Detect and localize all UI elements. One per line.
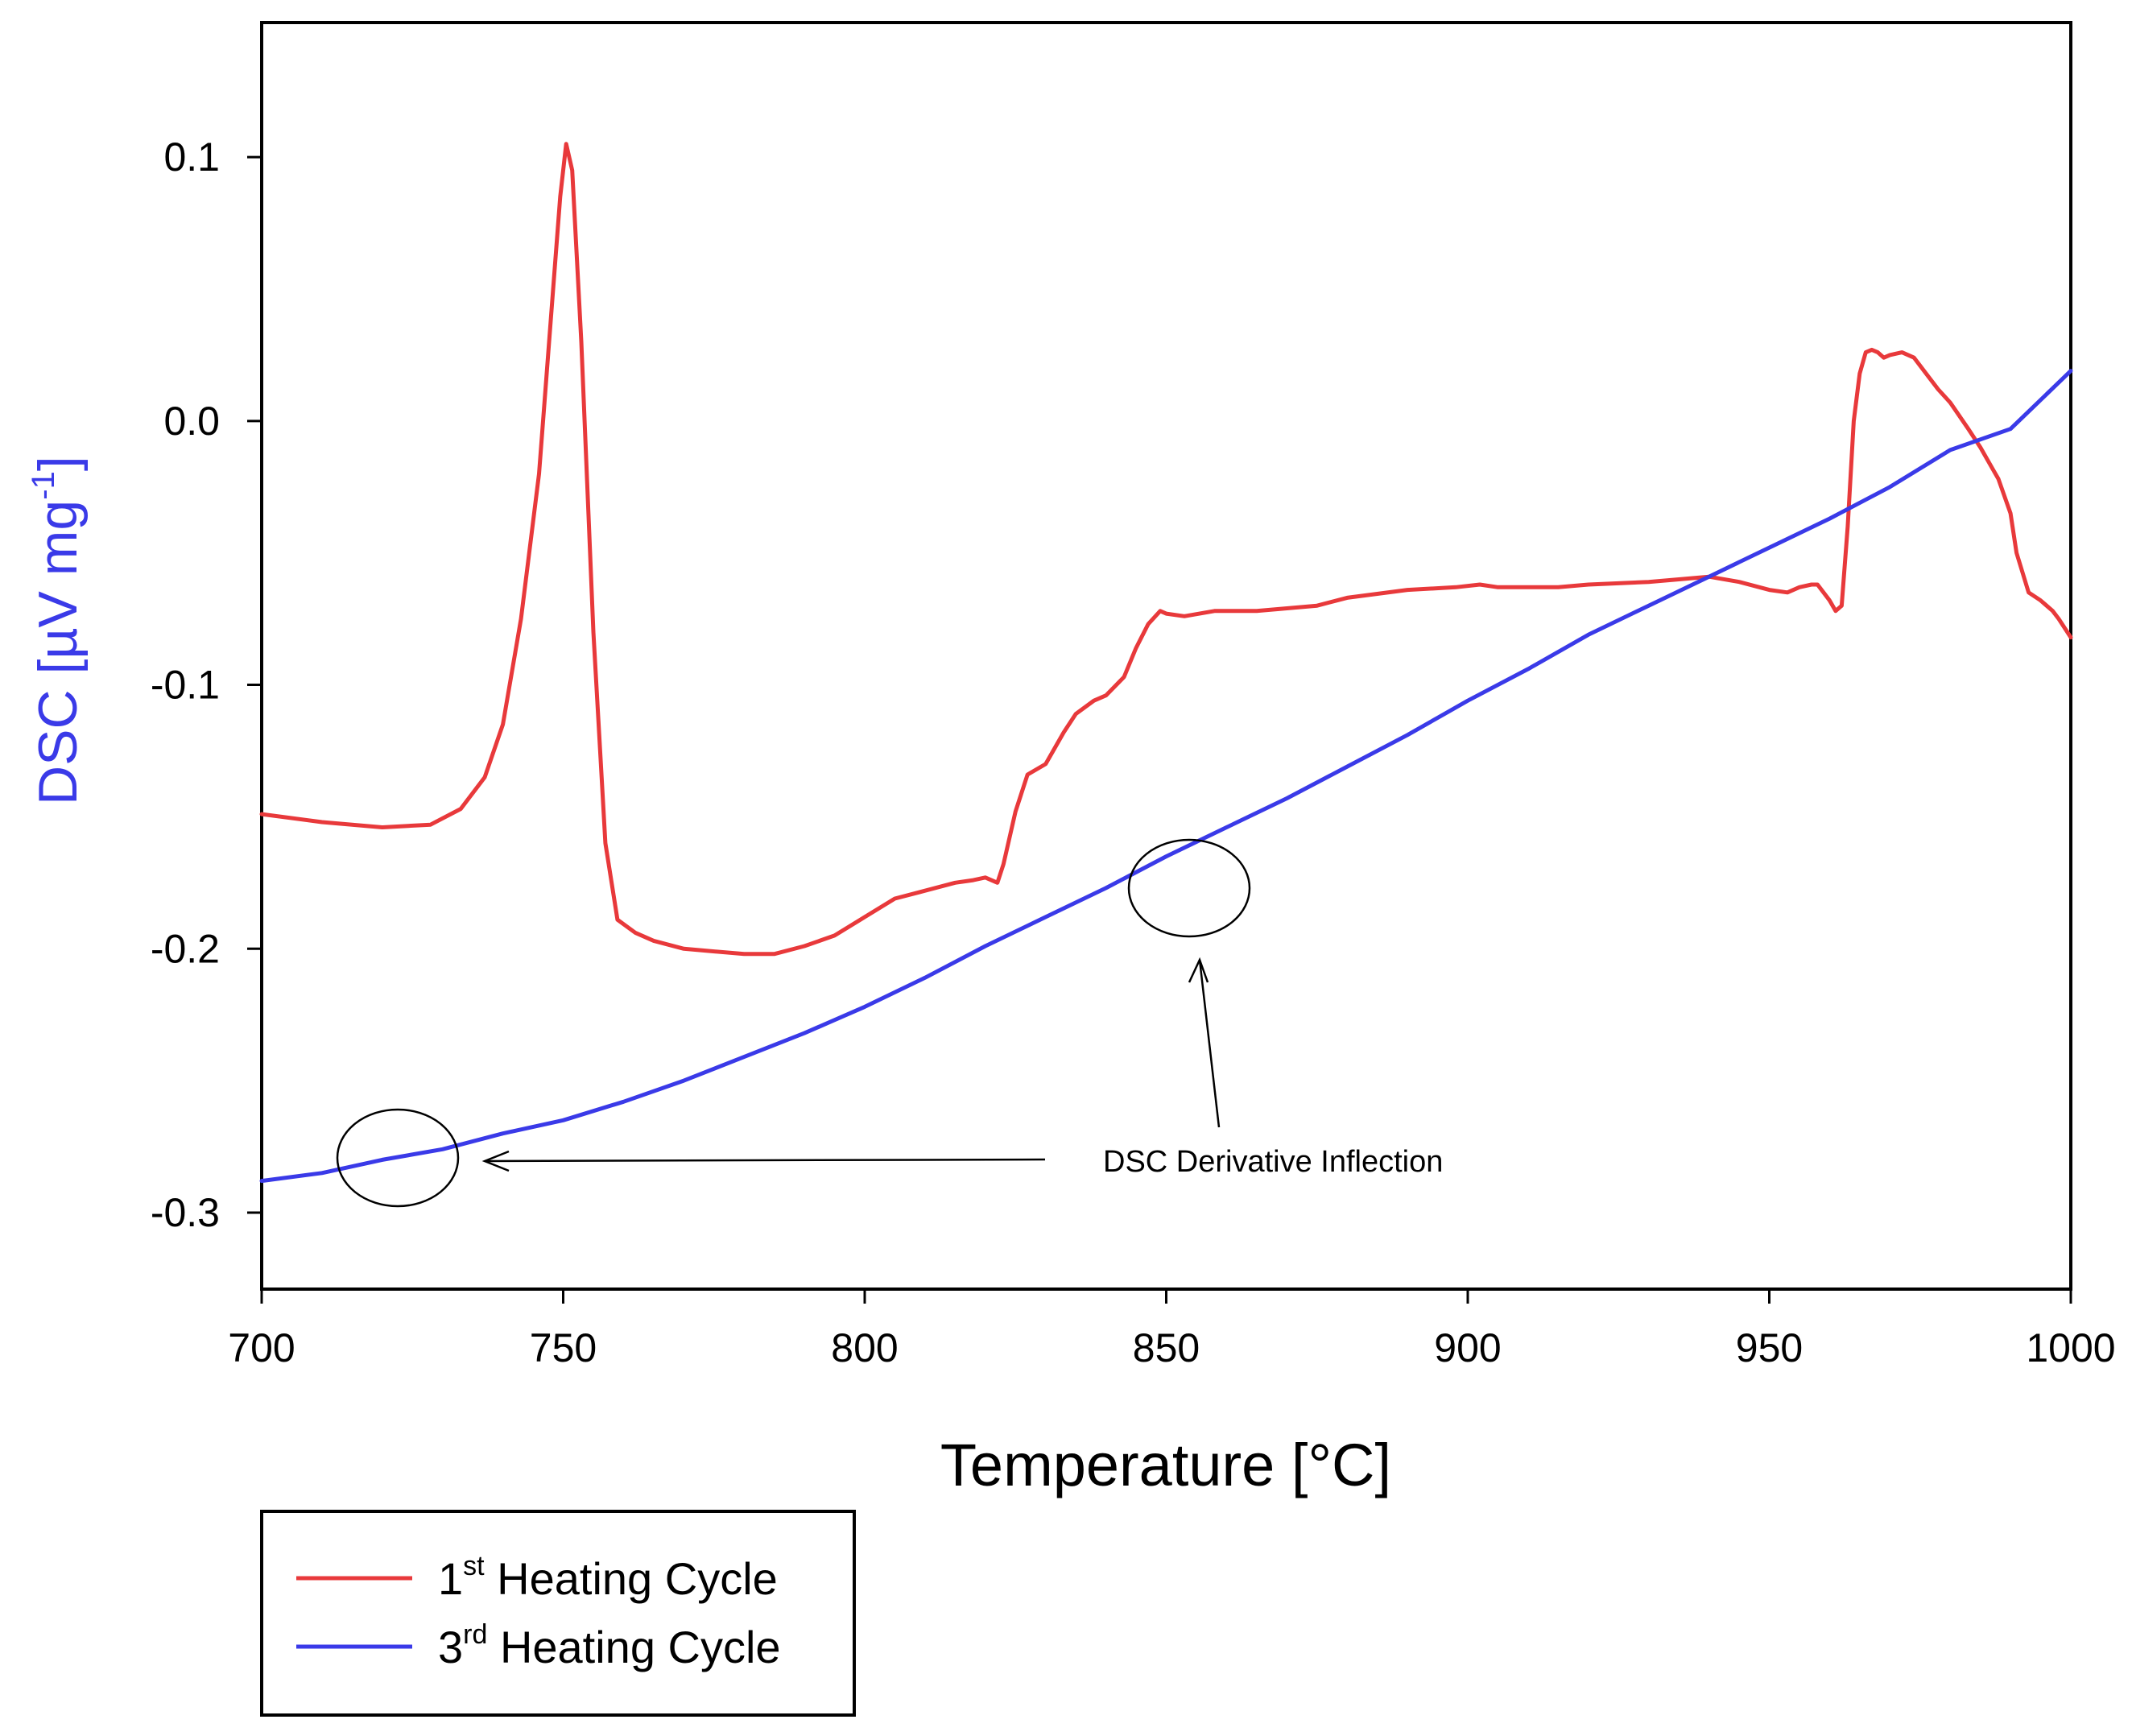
y-axis-title: DSC [µV mg-1] xyxy=(26,456,89,805)
plot-area: 700 750 800 850 900 950 1000 0.1 0.0 -0.1 -0.2 -0.3 xyxy=(151,21,2116,1370)
annotation-label: DSC Derivative Inflection xyxy=(1103,1145,1443,1179)
y-tick-label: -0.1 xyxy=(151,663,220,708)
inflection-circle-left xyxy=(336,1108,460,1208)
legend: 1st Heating Cycle 3rd Heating Cycle xyxy=(260,1510,856,1717)
legend-label-series-1: 1st Heating Cycle xyxy=(438,1551,778,1604)
series-line-1 xyxy=(259,142,2073,957)
y-tick-label: -0.3 xyxy=(151,1190,220,1235)
legend-series-1-sup: st xyxy=(463,1551,485,1581)
x-tick-label: 750 xyxy=(530,1325,597,1370)
annotation-arrow-left xyxy=(484,1158,1046,1163)
legend-series-1-suffix: Heating Cycle xyxy=(485,1553,778,1604)
x-tick-label: 900 xyxy=(1434,1325,1501,1370)
x-axis-title: Temperature [°C] xyxy=(940,1432,1391,1498)
y-tick-label: 0.1 xyxy=(163,134,220,180)
plot-frame xyxy=(260,21,2072,1291)
x-tick-label: 850 xyxy=(1133,1325,1200,1370)
arrowhead-up xyxy=(1188,957,1209,983)
series-layer xyxy=(259,142,2073,1184)
legend-box xyxy=(260,1510,856,1717)
arrowhead-left xyxy=(481,1150,510,1172)
legend-label-series-2: 3rd Heating Cycle xyxy=(438,1619,781,1672)
y-axis-title-sup: -1 xyxy=(26,471,61,500)
x-tick-label: 800 xyxy=(831,1325,898,1370)
y-tick-label: -0.2 xyxy=(151,926,220,971)
x-tick-label: 1000 xyxy=(2026,1325,2115,1370)
y-tick-label: 0.0 xyxy=(163,399,220,444)
y-axis-title-close: ] xyxy=(27,456,89,471)
x-tick-label: 700 xyxy=(228,1325,295,1370)
legend-series-2-sup: rd xyxy=(463,1619,487,1650)
legend-series-2-suffix: Heating Cycle xyxy=(487,1622,780,1672)
legend-series-1-prefix: 1 xyxy=(438,1553,463,1604)
legend-series-2-prefix: 3 xyxy=(438,1622,463,1672)
axis-ticks: 700 750 800 850 900 950 1000 0.1 0.0 -0.1 -0.2 -0.3 xyxy=(151,134,2116,1370)
series-line-2 xyxy=(259,369,2073,1184)
annotation-group: DSC Derivative Inflection xyxy=(336,838,1443,1208)
y-axis-title-main: DSC [µV mg xyxy=(27,500,89,805)
x-tick-label: 950 xyxy=(1736,1325,1803,1370)
annotation-arrow-up xyxy=(1198,959,1221,1128)
inflection-circle-right xyxy=(1127,838,1251,938)
